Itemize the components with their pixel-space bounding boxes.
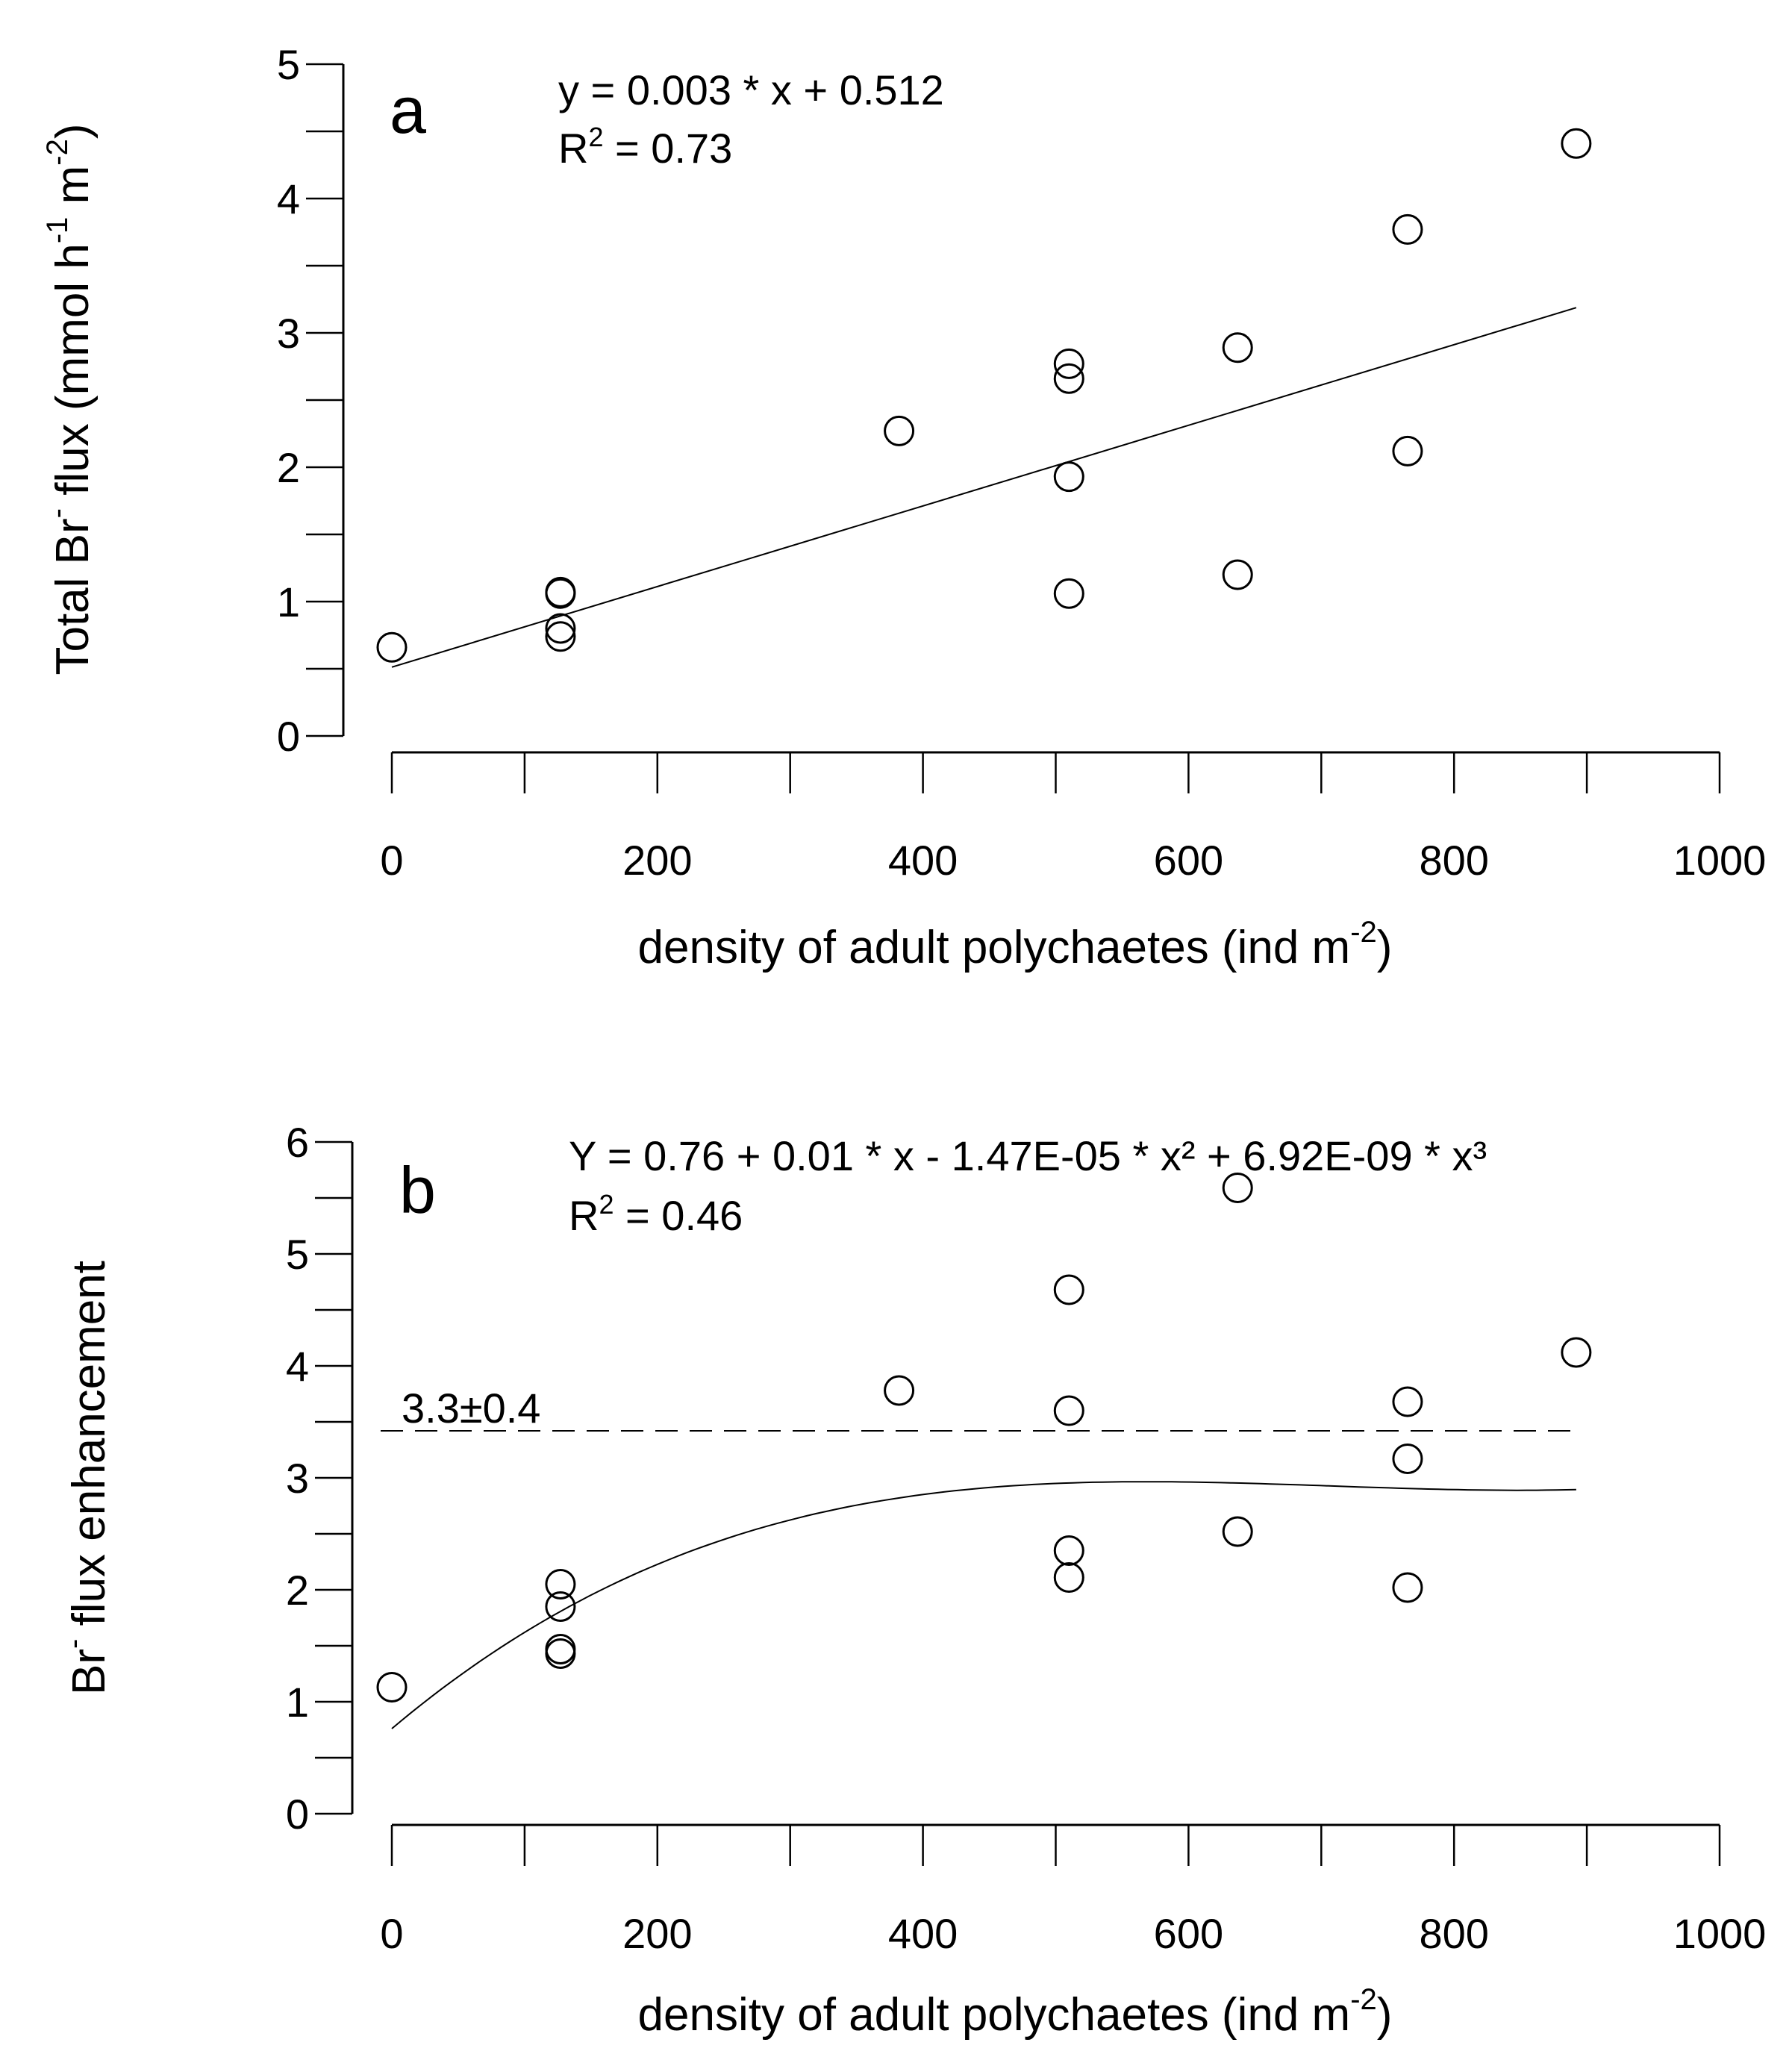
panel-b-data-point <box>1392 1572 1423 1603</box>
panel-a-data-point <box>545 613 576 644</box>
panel-a-x-tick-label: 400 <box>888 837 958 884</box>
panel-a-data-point <box>376 631 408 663</box>
panel-a-x-tick-label: 0 <box>380 837 403 884</box>
panel-a-r-squared: R2 = 0.73 <box>558 122 732 172</box>
panel-b-data-point <box>376 1672 408 1703</box>
panel-b-x-tick-label: 600 <box>1154 1910 1223 1957</box>
panel-b-y-tick-label: 3 <box>286 1455 309 1502</box>
panel-a-letter: a <box>390 73 426 147</box>
panel-a-y-axis-title: Total Br- flux (mmol h-1 m-2) <box>41 123 99 675</box>
panel-a-x-ticks: 0 200 400 600 800 1000 <box>380 752 1766 884</box>
panel-a-x-tick-label: 600 <box>1154 837 1223 884</box>
panel-a-data-point <box>1053 578 1084 609</box>
panel-a-y-tick-label: 3 <box>277 310 300 357</box>
panel-b-data-point <box>1392 1444 1423 1474</box>
panel-a-y-tick-label: 0 <box>277 713 300 760</box>
panel-a-data-point <box>545 621 576 652</box>
panel-a-data-point <box>1392 435 1423 466</box>
panel-a-y-tick-label: 2 <box>277 444 300 491</box>
panel-b-y-tick-label: 4 <box>286 1343 309 1390</box>
panel-b-data-point <box>1053 1395 1084 1426</box>
panel-a-y-tick-label: 1 <box>277 578 300 625</box>
panel-b-x-tick-label: 1000 <box>1673 1910 1767 1957</box>
panel-b-y-tick-label: 1 <box>286 1679 309 1726</box>
panel-a-y-tick-label: 4 <box>277 175 300 222</box>
panel-b-y-axis-title: Br- flux enhancement <box>57 1261 115 1695</box>
panel-b-data-point <box>545 1638 576 1669</box>
panel-b-y-tick-label: 5 <box>286 1231 309 1278</box>
panel-b-x-tick-label: 0 <box>380 1910 403 1957</box>
panel-a-y-tick-label: 5 <box>277 41 300 88</box>
panel-b-equation: Y = 0.76 + 0.01 * x - 1.47E-05 * x² + 6.… <box>569 1132 1487 1179</box>
panel-b-data-point <box>1222 1516 1253 1547</box>
panel-a-equation: y = 0.003 * x + 0.512 <box>558 66 944 113</box>
panel-b-x-ticks: 0 200 400 600 800 1000 <box>380 1825 1766 1957</box>
panel-a-x-tick-label: 1000 <box>1673 837 1767 884</box>
panel-b-data-point <box>1392 1386 1423 1417</box>
panel-a-x-tick-label: 200 <box>622 837 692 884</box>
panel-a-fit-line <box>391 307 1577 668</box>
panel-a-points <box>376 128 1592 663</box>
panel-b-r-squared: R2 = 0.46 <box>569 1189 743 1239</box>
panel-b-data-point <box>1561 1337 1592 1368</box>
panel-b-x-tick-label: 800 <box>1419 1910 1488 1957</box>
panel-b-data-point <box>545 1591 576 1622</box>
panel-a-y-ticks: 0 1 2 3 4 5 <box>277 41 343 760</box>
panel-b-data-point <box>1053 1274 1084 1305</box>
panel-b-points <box>376 1173 1592 1703</box>
panel-b-mean-label: 3.3±0.4 <box>402 1385 540 1432</box>
panel-a-x-tick-label: 800 <box>1419 837 1488 884</box>
panel-b-fit-curve <box>391 1481 1576 1729</box>
panel-b-x-axis-title: density of adult polychaetes (ind m-2) <box>638 1983 1393 2041</box>
panel-a-data-point <box>1392 213 1423 245</box>
panel-b-data-point <box>545 1569 576 1600</box>
panel-b-y-tick-label: 6 <box>286 1119 309 1166</box>
panel-b-x-tick-label: 200 <box>622 1910 692 1957</box>
panel-b-y-tick-label: 2 <box>286 1567 309 1614</box>
panel-b: 0 1 2 3 4 5 6 0 200 400 600 800 1000 b Y = 0.76 + 0… <box>57 1119 1766 2041</box>
panel-b-x-tick-label: 400 <box>888 1910 958 1957</box>
panel-a-data-point <box>1222 332 1253 363</box>
panel-a-data-point <box>545 578 576 609</box>
panel-a-x-axis-title: density of adult polychaetes (ind m-2) <box>638 916 1393 973</box>
panel-a-data-point <box>884 415 915 446</box>
panel-a: 0 1 2 3 4 5 0 200 400 600 800 1000 a y = 0.003 * x… <box>41 41 1766 973</box>
panel-b-data-point <box>1053 1535 1084 1566</box>
panel-a-data-point <box>1053 363 1084 394</box>
panel-a-data-point <box>1561 128 1592 159</box>
panel-b-data-point <box>1053 1562 1084 1593</box>
panel-b-letter: b <box>399 1153 436 1227</box>
panel-b-y-ticks: 0 1 2 3 4 5 6 <box>286 1119 352 1838</box>
panel-b-data-point <box>1222 1173 1253 1203</box>
panel-a-data-point <box>1053 348 1084 379</box>
panel-b-data-point <box>884 1375 915 1406</box>
panel-b-y-tick-label: 0 <box>286 1791 309 1838</box>
panel-a-data-point <box>1053 461 1084 493</box>
panel-a-data-point <box>1222 559 1253 590</box>
